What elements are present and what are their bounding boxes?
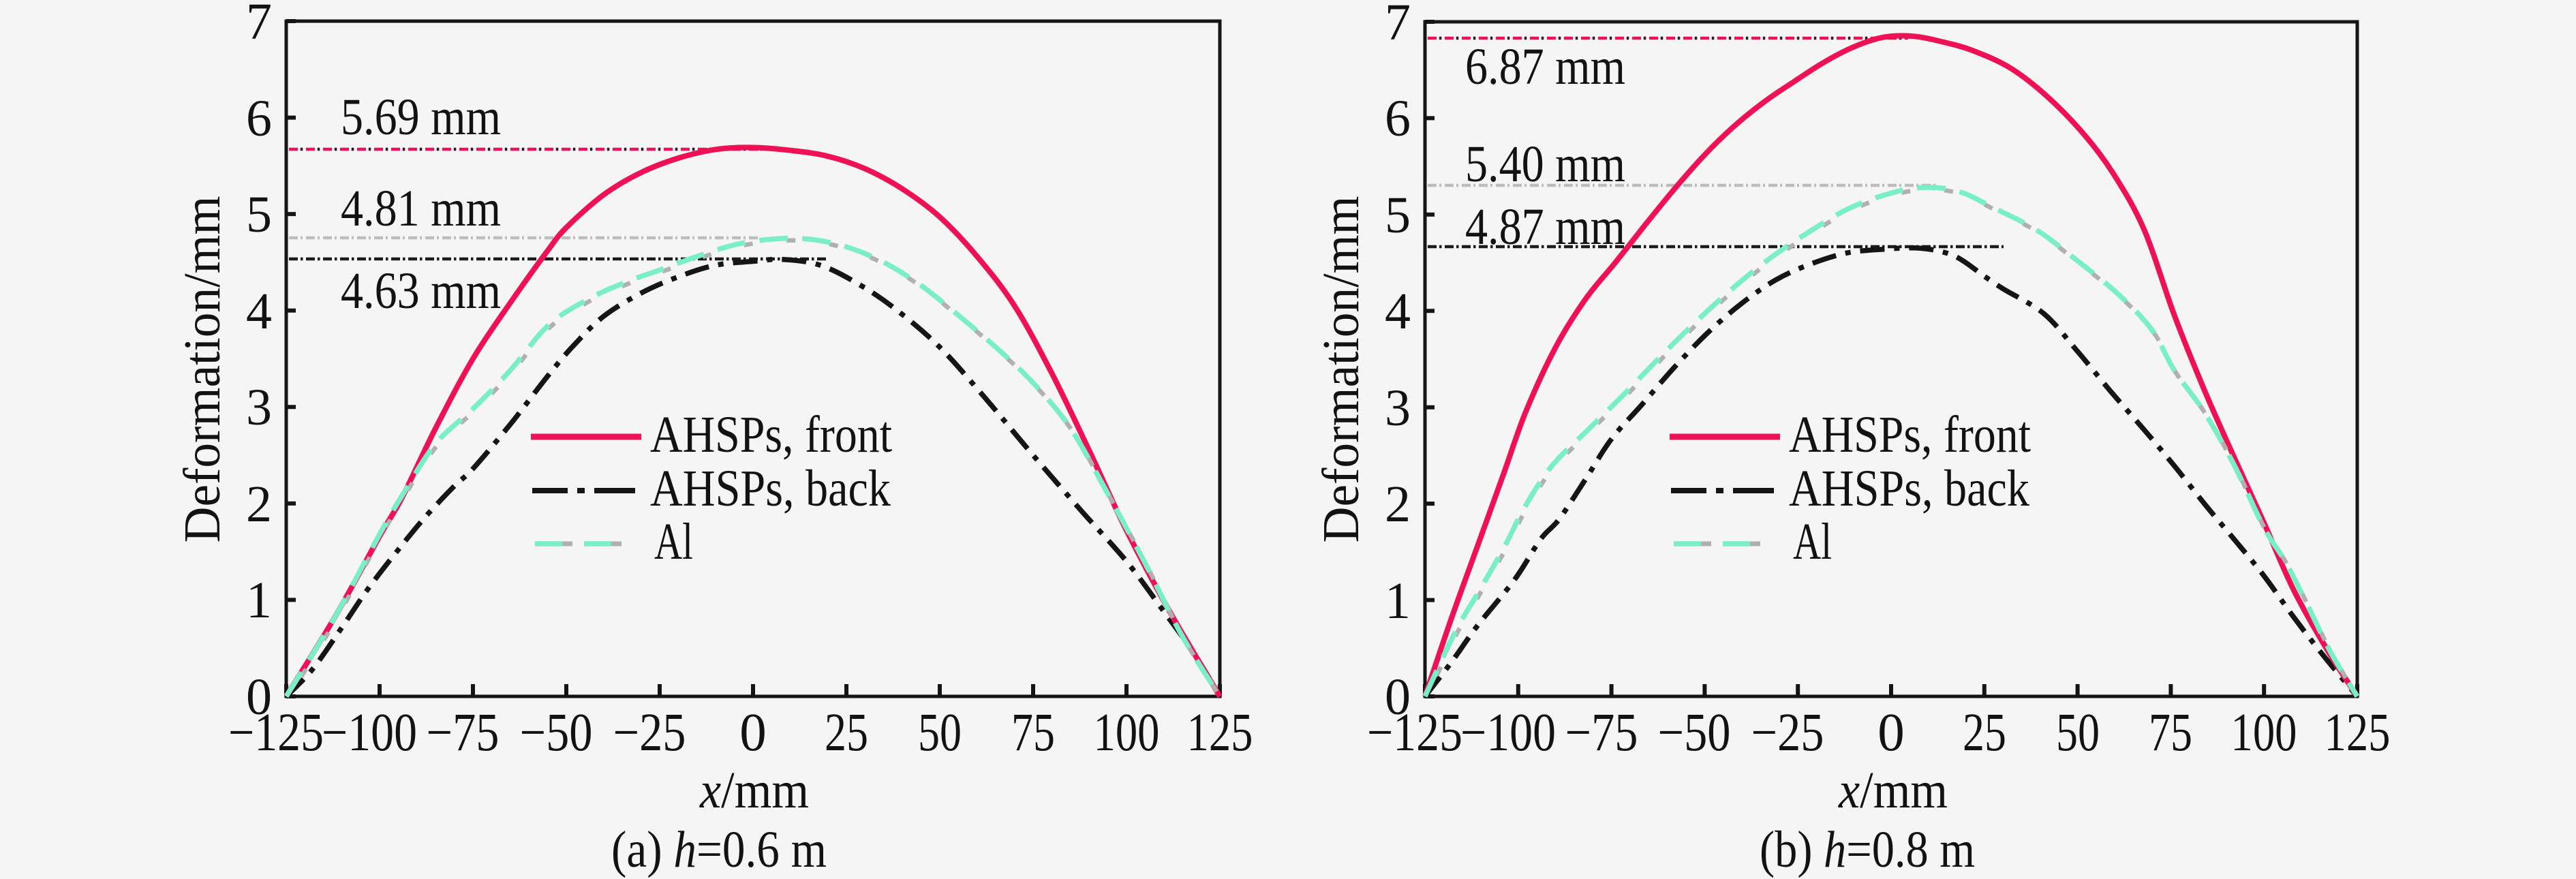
svg-text:1: 1 — [1385, 572, 1411, 630]
svg-text:6.87 mm: 6.87 mm — [1465, 38, 1625, 95]
svg-text:7: 7 — [1385, 0, 1411, 51]
svg-text:Deformation/mm: Deformation/mm — [174, 196, 231, 543]
svg-text:2: 2 — [1385, 476, 1411, 533]
svg-text:−100: −100 — [322, 703, 417, 762]
svg-text:3: 3 — [1385, 380, 1411, 437]
svg-text:5.40 mm: 5.40 mm — [1465, 136, 1625, 193]
svg-text:AHSPs, back: AHSPs, back — [1789, 460, 2029, 517]
svg-text:−75: −75 — [427, 703, 500, 762]
svg-text:−50: −50 — [520, 703, 593, 762]
svg-text:25: 25 — [1963, 703, 2006, 762]
svg-text:AHSPs, front: AHSPs, front — [1789, 406, 2031, 463]
svg-text:(a) h=0.6 m: (a) h=0.6 m — [611, 821, 827, 878]
svg-text:−25: −25 — [613, 703, 686, 762]
svg-text:100: 100 — [2231, 703, 2297, 762]
svg-text:75: 75 — [1011, 703, 1055, 762]
svg-text:125: 125 — [1187, 703, 1253, 762]
svg-text:0: 0 — [1877, 703, 1905, 762]
svg-text:−75: −75 — [1565, 703, 1638, 762]
svg-text:125: 125 — [2325, 703, 2391, 762]
svg-text:−100: −100 — [1460, 703, 1556, 762]
svg-text:6: 6 — [1385, 90, 1411, 147]
svg-text:0: 0 — [246, 668, 272, 726]
svg-text:4: 4 — [1385, 283, 1411, 340]
svg-text:50: 50 — [2056, 703, 2100, 762]
svg-text:3: 3 — [246, 379, 272, 436]
svg-text:7: 7 — [246, 0, 272, 50]
svg-text:25: 25 — [825, 703, 868, 762]
svg-text:4.63 mm: 4.63 mm — [341, 262, 501, 320]
svg-text:−25: −25 — [1751, 703, 1824, 762]
svg-text:Al: Al — [654, 513, 693, 570]
svg-text:4.81 mm: 4.81 mm — [341, 180, 501, 237]
svg-text:6: 6 — [246, 90, 272, 147]
svg-text:4: 4 — [246, 283, 272, 340]
svg-text:0: 0 — [1385, 668, 1411, 726]
svg-text:x/mm: x/mm — [699, 762, 809, 819]
svg-text:2: 2 — [246, 476, 272, 533]
svg-text:Al: Al — [1793, 513, 1832, 570]
svg-text:0: 0 — [739, 703, 767, 762]
svg-text:50: 50 — [918, 703, 962, 762]
svg-text:1: 1 — [246, 572, 272, 629]
svg-text:4.87 mm: 4.87 mm — [1465, 198, 1625, 256]
svg-text:75: 75 — [2149, 703, 2192, 762]
svg-text:−125: −125 — [228, 703, 324, 762]
svg-text:(b) h=0.8 m: (b) h=0.8 m — [1760, 821, 1975, 878]
svg-text:5: 5 — [246, 186, 272, 243]
svg-text:−50: −50 — [1658, 703, 1731, 762]
svg-text:AHSPs, back: AHSPs, back — [650, 460, 891, 517]
svg-text:AHSPs, front: AHSPs, front — [650, 406, 892, 463]
svg-text:−125: −125 — [1367, 703, 1462, 762]
svg-text:100: 100 — [1094, 703, 1160, 762]
svg-text:Deformation/mm: Deformation/mm — [1313, 196, 1370, 543]
svg-text:x/mm: x/mm — [1838, 762, 1948, 819]
svg-text:5: 5 — [1385, 187, 1411, 244]
svg-text:5.69 mm: 5.69 mm — [341, 89, 501, 146]
